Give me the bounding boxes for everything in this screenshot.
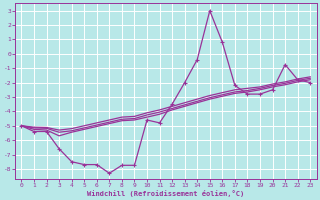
X-axis label: Windchill (Refroidissement éolien,°C): Windchill (Refroidissement éolien,°C) xyxy=(87,190,244,197)
